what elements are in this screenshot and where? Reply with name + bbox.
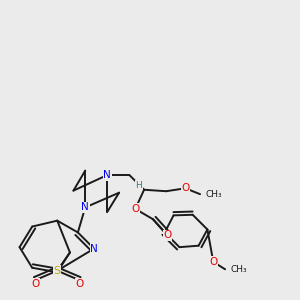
Text: O: O — [75, 279, 83, 289]
Text: S: S — [54, 266, 61, 276]
Text: O: O — [209, 257, 218, 267]
Text: CH₃: CH₃ — [206, 190, 222, 199]
Text: N: N — [90, 244, 98, 254]
Text: O: O — [181, 183, 190, 193]
Text: O: O — [131, 204, 140, 214]
Text: O: O — [164, 230, 172, 240]
Text: H: H — [135, 181, 142, 190]
Text: N: N — [81, 202, 89, 212]
Text: CH₃: CH₃ — [230, 265, 247, 274]
Text: O: O — [31, 279, 39, 289]
Text: N: N — [103, 170, 111, 180]
